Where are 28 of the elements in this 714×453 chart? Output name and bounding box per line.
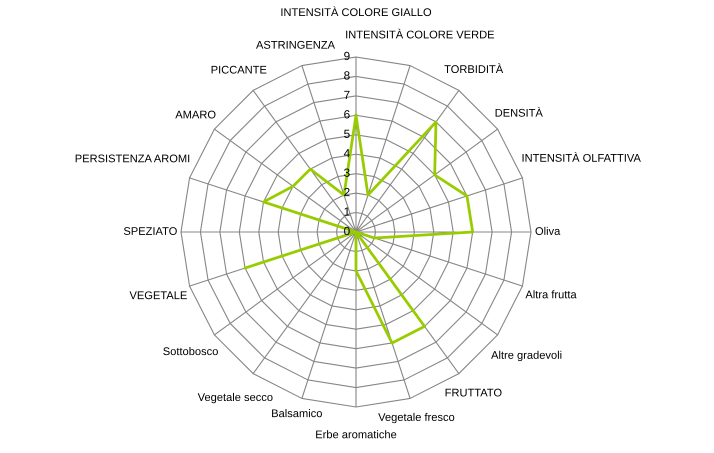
y-tick-label: 0 [344, 226, 350, 236]
spoke-label: INTENSITÀ OLFATTIVA [522, 152, 641, 162]
spoke-label: Erbe aromatiche [316, 430, 396, 438]
y-tick-label: 9 [344, 52, 350, 60]
y-tick-label: 8 [344, 71, 350, 80]
spoke-label: AMARO [175, 110, 216, 118]
y-tick-label: 7 [344, 90, 350, 99]
spoke-label: SPEZIATO [124, 227, 177, 235]
spoke-label: Altra frutta [525, 290, 577, 298]
y-tick-label: 3 [344, 168, 350, 177]
spoke-label: Altre gradevoli [491, 350, 562, 362]
spoke-label: INTENSITÀ COLORE VERDE [346, 28, 494, 38]
spoke-label: Oliva [536, 226, 560, 235]
spoke-label: TORBIDITÀ [444, 63, 504, 74]
spoke-label: Vegetale secco [198, 392, 273, 404]
spoke-label: DENSITÀ [496, 106, 543, 117]
spoke-label: Balsamico [272, 409, 322, 418]
spoke-label: Sottobosco [163, 347, 218, 356]
spoke-label: PICCANTE [212, 66, 266, 74]
y-tick-label: 5 [344, 130, 350, 138]
spoke-label: VEGETALE [130, 291, 187, 300]
spoke-label: Vegetale fresco [378, 412, 454, 424]
spoke-label: FRUTTATO [446, 388, 502, 397]
y-tick-label: 6 [344, 110, 350, 118]
spoke-label: INTENSITÀ COLORE GIALLO [281, 6, 432, 16]
spoke-label: PERSISTENZA AROMI [76, 154, 190, 162]
spoke-label: ASTRINGENZA [256, 40, 335, 49]
y-tick-label: 1 [344, 207, 350, 216]
